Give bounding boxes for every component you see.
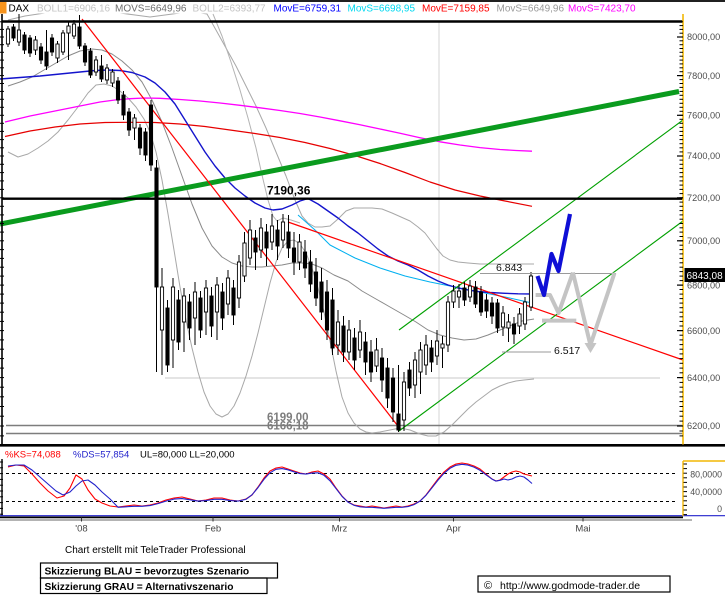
- svg-text:6843,08: 6843,08: [687, 271, 724, 282]
- svg-text:80,0000: 80,0000: [690, 470, 722, 480]
- svg-text:Chart erstellt mit TeleTrader: Chart erstellt mit TeleTrader Profession…: [65, 545, 246, 556]
- svg-text:Apr: Apr: [446, 524, 461, 535]
- svg-text:6600,00: 6600,00: [687, 326, 720, 336]
- svg-text:7190,36: 7190,36: [267, 184, 311, 198]
- svg-text:6.843: 6.843: [496, 262, 522, 274]
- svg-text:7800,00: 7800,00: [687, 71, 720, 81]
- svg-text:7400,00: 7400,00: [687, 151, 720, 161]
- svg-text:7200,00: 7200,00: [687, 193, 720, 203]
- svg-text:MovS=6698,95: MovS=6698,95: [348, 3, 416, 14]
- svg-text:BOLL2=6393,77: BOLL2=6393,77: [193, 3, 267, 14]
- svg-text:0: 0: [717, 504, 722, 514]
- svg-text:7000,00: 7000,00: [687, 236, 720, 246]
- svg-text:6166,18: 6166,18: [267, 421, 309, 433]
- svg-text:Feb: Feb: [205, 524, 221, 535]
- svg-text:Skizzierung GRAU = Alternativs: Skizzierung GRAU = Alternativszenario: [45, 582, 234, 593]
- svg-text:MovS=7423,70: MovS=7423,70: [568, 3, 636, 14]
- svg-text:%DS=57,854: %DS=57,854: [73, 450, 129, 461]
- svg-text:8000,00: 8000,00: [687, 32, 720, 42]
- svg-text:Skizzierung BLAU = bevorzugtes: Skizzierung BLAU = bevorzugtes Szenario: [45, 567, 250, 578]
- svg-text:©: ©: [484, 580, 492, 592]
- svg-text:6400,00: 6400,00: [687, 373, 720, 383]
- svg-text:40,0000: 40,0000: [690, 487, 722, 497]
- svg-text:Mrz: Mrz: [332, 524, 348, 535]
- svg-text:MovE=6759,31: MovE=6759,31: [274, 3, 342, 14]
- svg-text:BOLL1=6906,16: BOLL1=6906,16: [37, 3, 111, 14]
- svg-text:Mai: Mai: [575, 524, 590, 535]
- svg-text:http://www.godmode-trader.de: http://www.godmode-trader.de: [500, 580, 640, 592]
- svg-text:UL=80,000 LL=20,000: UL=80,000 LL=20,000: [140, 450, 235, 461]
- svg-text:7600,00: 7600,00: [687, 111, 720, 121]
- svg-text:MOVS=6649,96: MOVS=6649,96: [115, 3, 187, 14]
- svg-text:DAX: DAX: [9, 3, 30, 14]
- svg-text:MovE=7159,85: MovE=7159,85: [422, 3, 490, 14]
- svg-text:%KS=74,088: %KS=74,088: [5, 450, 61, 461]
- svg-text:6199,00: 6199,00: [267, 412, 309, 424]
- svg-text:MovS=6649,96: MovS=6649,96: [497, 3, 565, 14]
- svg-text:6.517: 6.517: [554, 345, 580, 357]
- svg-text:'08: '08: [75, 524, 87, 535]
- svg-text:6200,00: 6200,00: [687, 421, 720, 431]
- svg-text:6800,00: 6800,00: [687, 280, 720, 290]
